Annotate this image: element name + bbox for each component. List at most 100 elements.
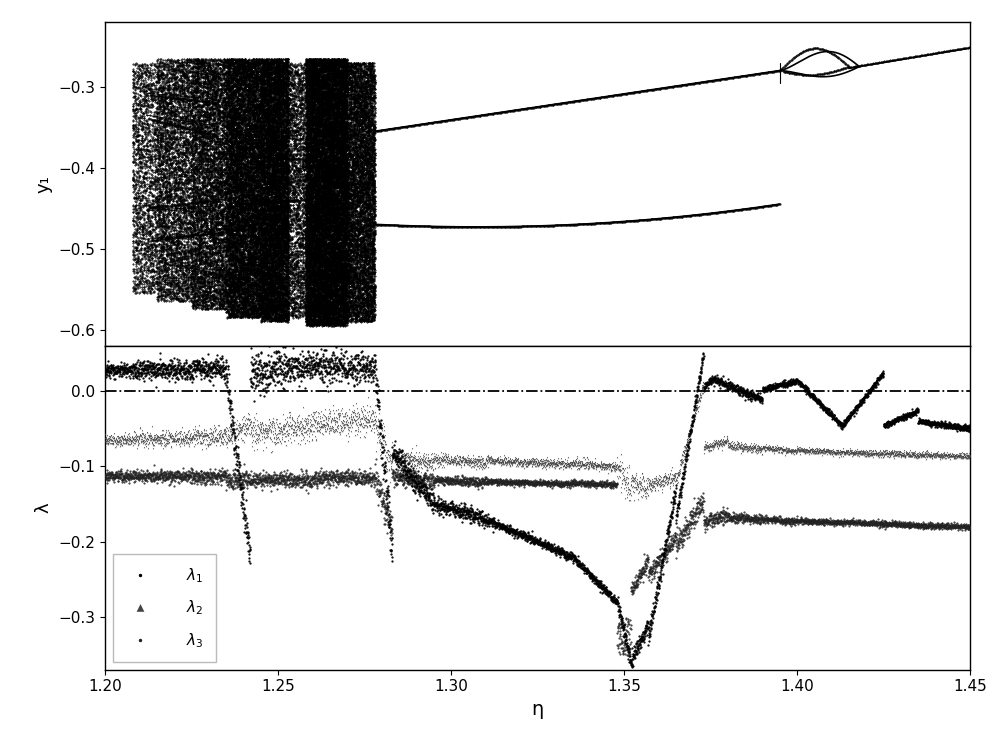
Point (295, 114, 311, 126)
Point (269, 230, 285, 241)
Point (181, 266, 197, 278)
Point (212, 198, 228, 210)
Point (330, 63, 346, 74)
Point (316, 230, 332, 241)
$\lambda_1$ (295, 358, 311, 369)
Point (317, 299, 333, 311)
$\lambda_3$ (251, 473, 267, 484)
Point (200, 60, 216, 72)
Point (209, 84, 225, 96)
Point (162, 107, 178, 118)
Point (300, 283, 316, 295)
$\lambda_3$ (524, 478, 540, 489)
Point (167, 257, 183, 269)
Point (274, 292, 290, 304)
Point (761, 66, 777, 78)
Point (320, 123, 336, 135)
Point (316, 143, 332, 155)
$\lambda_1$ (265, 356, 281, 368)
Point (173, 270, 189, 282)
Point (358, 164, 374, 176)
Point (169, 147, 185, 159)
Point (314, 188, 330, 200)
Point (458, 221, 474, 233)
Point (277, 286, 293, 297)
Point (265, 163, 281, 174)
$\lambda_1$ (548, 545, 564, 557)
Point (165, 174, 181, 186)
Point (193, 58, 209, 70)
Point (195, 155, 211, 167)
$\lambda_2$ (709, 437, 725, 449)
Point (273, 97, 289, 109)
Point (305, 55, 321, 67)
Point (269, 127, 285, 139)
$\lambda_2$ (820, 445, 836, 457)
Point (591, 217, 607, 229)
$\lambda_1$ (102, 372, 118, 383)
Point (246, 260, 262, 272)
Point (365, 191, 381, 202)
Point (330, 60, 346, 71)
$\lambda_2$ (202, 438, 218, 450)
Point (233, 276, 249, 288)
Point (218, 156, 234, 168)
Point (328, 190, 344, 202)
$\lambda_3$ (729, 514, 745, 526)
$\lambda_3$ (803, 514, 819, 526)
Point (271, 306, 287, 318)
Point (176, 84, 192, 96)
Point (337, 76, 353, 88)
Point (632, 214, 648, 226)
$\lambda_2$ (433, 458, 449, 470)
Point (142, 259, 158, 271)
Point (346, 144, 362, 156)
Point (307, 102, 323, 113)
Point (328, 199, 344, 211)
Point (148, 152, 164, 164)
Point (271, 166, 287, 178)
Point (165, 119, 181, 131)
Point (310, 105, 326, 117)
Point (658, 212, 674, 224)
Point (306, 252, 322, 264)
Point (358, 244, 374, 255)
$\lambda_1$ (155, 368, 171, 380)
Point (363, 112, 379, 124)
Point (226, 216, 242, 227)
Point (352, 206, 368, 218)
Point (234, 261, 250, 272)
Point (316, 308, 332, 319)
Point (213, 168, 229, 180)
Point (341, 233, 357, 244)
Point (233, 279, 249, 291)
Point (224, 309, 240, 321)
Point (304, 83, 320, 95)
Point (298, 79, 314, 91)
Point (187, 182, 203, 194)
Point (220, 270, 236, 282)
$\lambda_3$ (397, 469, 413, 481)
$\lambda_2$ (585, 459, 601, 471)
$\lambda_1$ (368, 385, 384, 397)
Point (265, 266, 281, 278)
Point (234, 250, 250, 262)
Point (305, 174, 321, 186)
Point (176, 137, 192, 149)
Point (255, 171, 271, 183)
$\lambda_3$ (661, 542, 677, 554)
Point (306, 57, 322, 69)
Point (263, 202, 279, 213)
Point (261, 158, 277, 169)
Point (335, 276, 351, 288)
Point (326, 212, 342, 224)
Point (314, 77, 330, 88)
Point (358, 304, 374, 316)
Point (314, 63, 330, 74)
Point (252, 99, 268, 111)
Point (337, 142, 353, 154)
Point (499, 106, 515, 118)
Point (364, 179, 380, 191)
Point (299, 250, 315, 261)
Point (306, 226, 322, 238)
